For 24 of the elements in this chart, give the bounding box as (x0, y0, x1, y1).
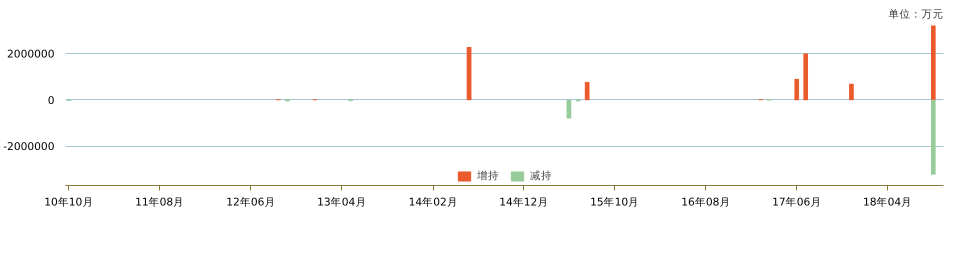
x-tick-label: 12年06月 (226, 196, 276, 208)
x-tick-label: 14年02月 (408, 196, 458, 208)
x-tick-label: 14年12月 (499, 196, 548, 208)
text: 单位：万元 (888, 8, 944, 20)
bar (803, 53, 808, 100)
x-tick-label: 13年04月 (317, 196, 366, 208)
y-tick-label: 2000000 (7, 48, 55, 61)
bar (849, 84, 854, 100)
x-tick-label: 18年04月 (863, 196, 912, 208)
bar (566, 100, 572, 118)
x-tick-label: 15年10月 (590, 196, 640, 208)
x-tick-label: 10年10月 (44, 196, 94, 208)
legend-label: 增持 (477, 169, 499, 183)
legend-label: 减持 (530, 169, 552, 183)
y-tick-label: -2000000 (3, 140, 55, 154)
bar (930, 100, 936, 175)
x-tick-label: 16年08月 (681, 196, 730, 208)
bar (584, 82, 590, 100)
x-tick-label: 17年06月 (772, 196, 822, 208)
bar (794, 78, 800, 100)
x-tick-label: 11年08月 (135, 196, 184, 208)
bar (930, 26, 936, 100)
y-tick-label: 0 (48, 94, 55, 107)
bar (466, 46, 472, 100)
